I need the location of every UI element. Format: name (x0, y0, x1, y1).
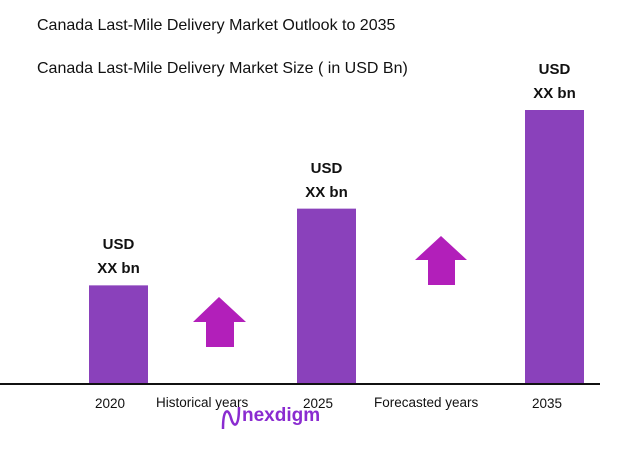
up-arrow-icon (193, 297, 246, 347)
bar-2025 (297, 208, 356, 384)
data-label: USD XX bn (287, 157, 367, 205)
tick-label: 2020 (95, 396, 126, 411)
data-label-line: USD (538, 61, 571, 78)
bar-2020 (89, 285, 148, 384)
page-title: Canada Last-Mile Delivery Market Outlook… (37, 17, 396, 34)
bar-2035 (525, 110, 584, 384)
annotation-historical: Historical years (156, 395, 249, 410)
tick-label: 2025 (303, 396, 334, 411)
data-label-line: XX bn (305, 183, 348, 201)
data-label-line: USD (310, 159, 343, 177)
chart-title: Canada Last-Mile Delivery Market Size ( … (37, 60, 408, 77)
data-label-line: XX bn (533, 85, 576, 102)
logo: nexdigm (242, 405, 321, 426)
up-arrow-icon (415, 236, 467, 285)
data-label-line: USD (102, 236, 135, 254)
logo-icon (221, 406, 241, 430)
data-label: USD XX bn (79, 233, 159, 281)
data-label-line: XX bn (97, 260, 140, 278)
annotation-forecasted: Forecasted years (374, 395, 479, 410)
data-label: USD XX bn (515, 58, 595, 106)
tick-label: 2035 (532, 396, 563, 411)
